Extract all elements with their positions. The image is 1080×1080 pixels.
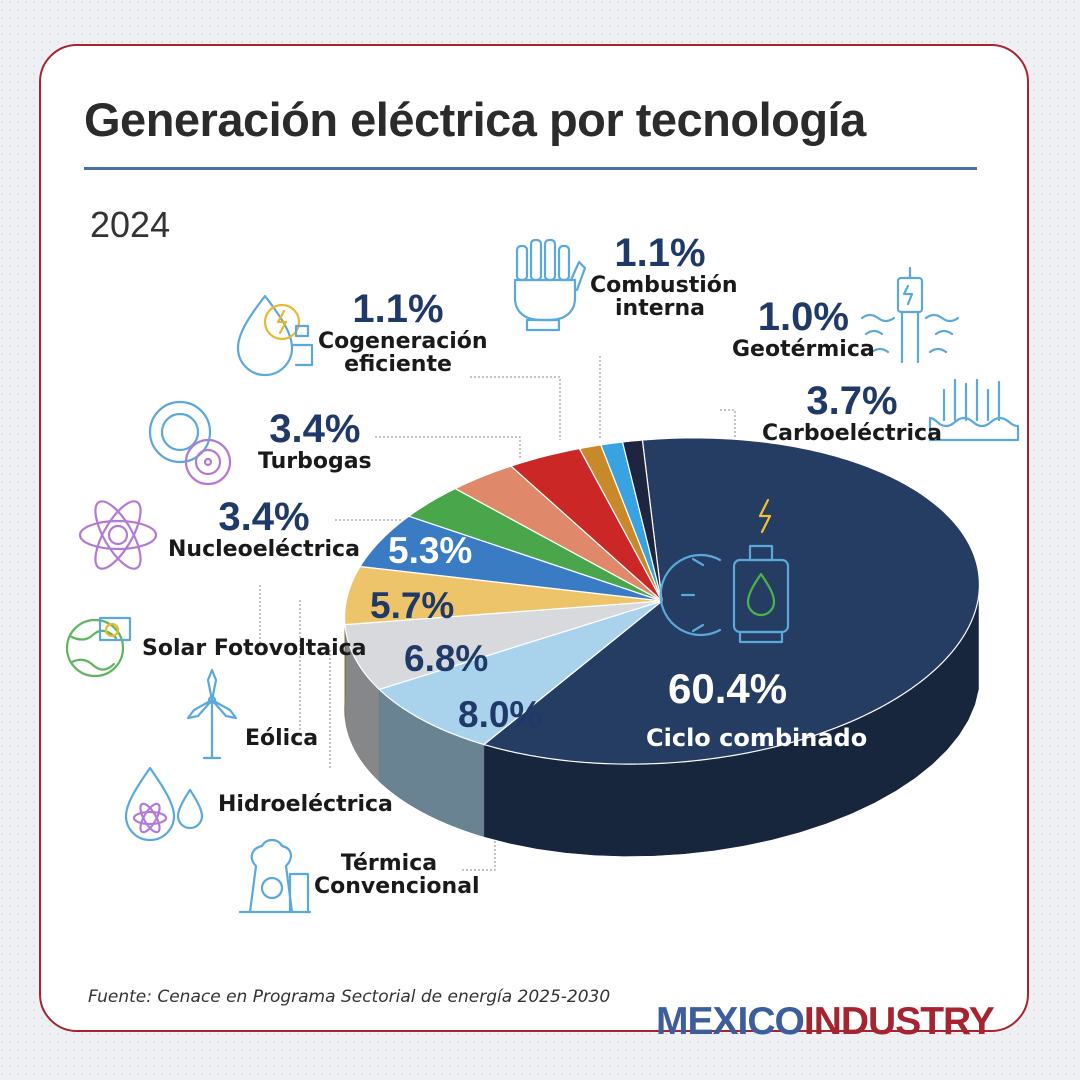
brand-part1: MEXICO [656,1000,805,1043]
pie-slice-9 [600,441,663,602]
pct-hidroelectrica: 6.8% [404,638,489,679]
water-drop-atom-icon [124,766,204,842]
pct-solar: 5.3% [388,530,473,571]
source-note: Fuente: Cenace en Programa Sectorial de … [88,987,611,1007]
pie-slice-8 [578,444,663,602]
name-cogeneracion: Cogeneración eficiente [318,329,488,378]
pie-slice-7 [509,447,663,602]
name-carboelectrica: Carboeléctrica [762,421,942,446]
pct-geotermica: 1.0% [757,295,849,339]
name-eolica: Eólica [245,726,319,751]
pct-turbogas: 3.4% [269,407,361,451]
label-nucleoelectrica: 3.4% Nucleoeléctrica [168,496,360,561]
pct-cogeneracion: 1.1% [352,287,444,331]
pct-carboelectrica: 3.7% [806,379,898,423]
pie-slice-5 [407,487,663,602]
pie-slice-4 [359,515,663,602]
pie-slice-3 [343,565,663,626]
name-termica: Térmica Convencional [314,851,480,900]
pct-termica: 8.0% [458,694,543,735]
pie-slice-6 [453,465,663,602]
solar-globe-icon [65,616,132,678]
label-turbogas: 3.4% Turbogas [258,408,372,473]
brand-part2: INDUSTRY [803,1000,995,1043]
name-combustion: Combustión interna [590,273,738,322]
year-label: 2024 [90,204,171,245]
pct-combustion: 1.1% [614,231,706,275]
label-termica: Térmica Convencional [314,851,480,900]
pie-top [343,437,981,765]
robot-hand-icon [513,238,587,332]
pie-slice-0 [482,437,981,765]
pie-side [344,597,979,857]
name-geotermica: Geotérmica [732,337,875,362]
leader-lines [259,356,736,871]
brand-logo: MEXICOINDUSTRY [656,1000,995,1044]
label-eolica: Eólica [245,727,318,750]
wind-turbine-icon [186,668,238,760]
power-plant-icon [238,838,312,914]
pie-slice-2 [344,600,663,691]
label-combustion: 1.1% Combustión interna [590,231,738,322]
coal-plant-icon [928,378,1020,442]
geothermal-well-icon [860,266,960,364]
name-turbogas: Turbogas [258,449,372,474]
name-solar: Solar Fotovoltaica [142,636,367,661]
leader-line-3 [375,436,521,460]
label-carboelectrica: 3.7% Carboeléctrica [762,380,942,445]
gear-flame-icon [659,498,790,644]
label-solar: Solar Fotovoltaica [142,637,367,660]
name-nucleoelectrica: Nucleoeléctrica [168,537,360,562]
page-title: Generación eléctrica por tecnología [84,93,866,146]
title-rule [84,167,977,170]
name-ciclo: Ciclo combinado [646,724,868,752]
pie-slice-10 [621,439,663,602]
turbine-gear-icon [148,400,232,486]
leader-line-0 [470,376,561,440]
pie-slice-1 [378,600,663,746]
atom-icon [78,500,158,570]
label-geotermica: 1.0% Geotérmica [732,296,875,361]
category-icons [65,238,1020,914]
name-hidroelectrica: Hidroeléctrica [218,792,393,817]
pct-ciclo: 60.4% [668,665,788,712]
pct-eolica: 5.7% [370,585,455,626]
label-cogeneracion: 1.1% Cogeneración eficiente [318,287,488,378]
water-energy-icon [236,294,314,377]
pct-nucleoelectrica: 3.4% [218,495,310,539]
label-hidroelectrica: Hidroeléctrica [218,793,393,816]
